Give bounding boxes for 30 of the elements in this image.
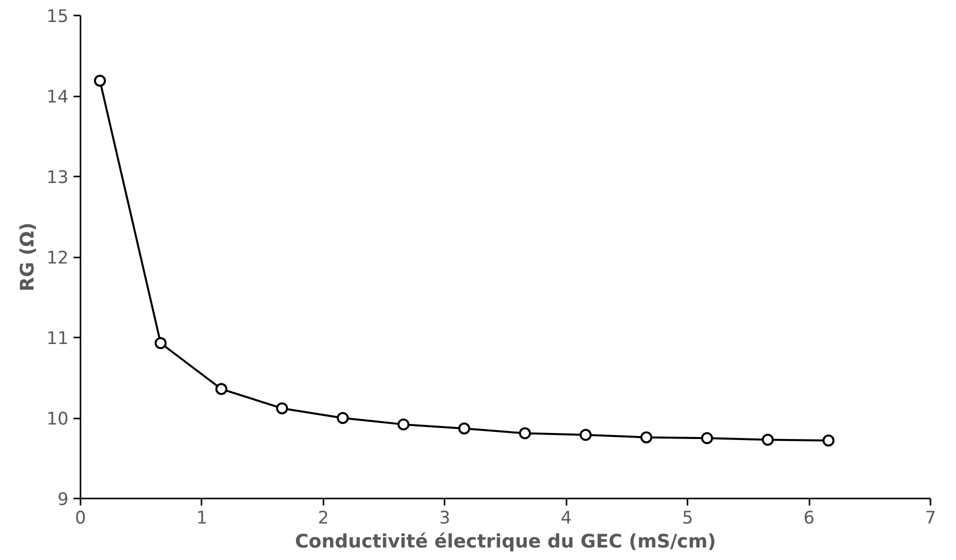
x-axis-title: Conductivité électrique du GEC (mS/cm) [294,532,716,552]
point [640,431,652,444]
point [701,432,714,444]
x-tick-label: 1 [196,508,208,528]
point [336,412,349,424]
point [458,422,470,434]
y-tick-label: 11 [46,329,69,349]
y-axis-title: RG (Ω) [17,222,38,292]
x-tick-label: 4 [560,508,572,528]
point [822,434,834,447]
point [94,74,106,87]
point [518,427,531,440]
y-tick-label: 12 [46,248,69,268]
y-tick-label: 9 [57,490,69,510]
x-tick-label: 0 [74,508,86,528]
y-tick-label: 10 [46,410,69,430]
x-tick-label: 7 [924,508,936,528]
x-tick-label: 6 [804,508,815,528]
point [276,402,288,414]
point [215,383,228,396]
y-tick-label: 15 [46,7,69,27]
x-tick-label: 3 [439,508,450,528]
x-tick-label: 2 [318,508,329,528]
y-tick-label: 13 [46,168,69,188]
y-tick-label: 14 [46,88,69,108]
x-tick-label: 5 [682,508,694,528]
point [580,428,592,441]
point [398,418,410,430]
point [154,337,167,350]
point [762,434,774,446]
